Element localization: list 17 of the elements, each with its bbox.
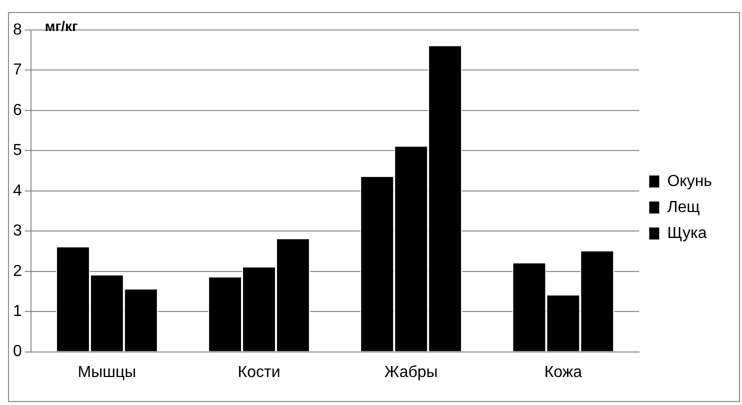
- y-tick-label: 6: [12, 102, 22, 119]
- y-tick-label: 3: [12, 222, 22, 240]
- y-tick-label: 0: [12, 343, 22, 360]
- y-tick-label: 4: [12, 182, 22, 200]
- y-tick-label: 8: [12, 21, 22, 38]
- legend-label: Лещ: [667, 198, 700, 216]
- x-tick-label: Кожа: [544, 364, 582, 381]
- y-tick-label: 1: [12, 302, 22, 320]
- y-tick-label: 7: [12, 62, 22, 79]
- x-tick-label: Кости: [238, 364, 280, 381]
- y-axis-title: мг/кг: [44, 18, 78, 34]
- x-tick-label: Жабры: [384, 364, 438, 381]
- y-tick-label: 5: [12, 142, 22, 160]
- legend-label: Щука: [667, 224, 707, 242]
- y-tick-label: 2: [12, 262, 22, 280]
- legend-label: Окунь: [667, 172, 712, 190]
- x-tick-label: Мышцы: [78, 364, 136, 381]
